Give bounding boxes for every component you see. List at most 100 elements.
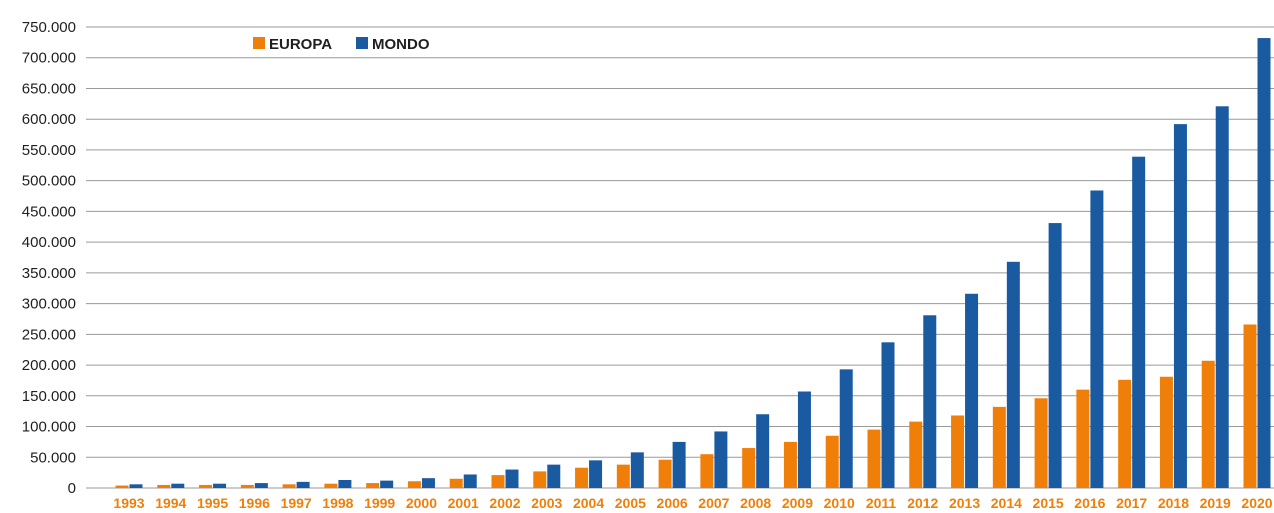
bar-europa-2009 bbox=[783, 441, 797, 488]
y-tick-label: 150.000 bbox=[22, 388, 76, 405]
bars bbox=[115, 38, 1271, 489]
bar-europa-1997 bbox=[282, 484, 296, 488]
y-tick-label: 250.000 bbox=[22, 326, 76, 343]
bar-mondo-2008 bbox=[756, 414, 770, 488]
bar-mondo-1995 bbox=[213, 483, 227, 488]
bar-mondo-2016 bbox=[1090, 190, 1104, 488]
bar-europa-1993 bbox=[115, 485, 129, 488]
y-tick-label: 50.000 bbox=[30, 449, 76, 466]
bar-mondo-2013 bbox=[965, 293, 979, 488]
y-tick-label: 100.000 bbox=[22, 419, 76, 436]
bar-europa-2005 bbox=[616, 464, 630, 488]
x-tick-label: 1996 bbox=[239, 495, 270, 511]
x-tick-label: 2010 bbox=[824, 495, 855, 511]
bar-europa-2012 bbox=[909, 421, 923, 488]
bar-europa-2014 bbox=[992, 406, 1006, 488]
y-tick-label: 600.000 bbox=[22, 111, 76, 128]
x-tick-label: 2004 bbox=[573, 495, 604, 511]
x-tick-label: 2000 bbox=[406, 495, 437, 511]
y-tick-label: 450.000 bbox=[22, 203, 76, 220]
x-tick-label: 1999 bbox=[364, 495, 395, 511]
x-axis-tick-labels: 1993 1994 1995 1996 1997 1998 1999 2000 2001 2002… bbox=[113, 495, 1272, 511]
bar-europa-2018 bbox=[1159, 376, 1173, 488]
bar-mondo-2010 bbox=[839, 369, 853, 488]
bar-europa-1996 bbox=[240, 484, 254, 488]
bar-mondo-2007 bbox=[714, 431, 728, 488]
x-tick-label: 2009 bbox=[782, 495, 813, 511]
bar-europa-1998 bbox=[324, 483, 338, 488]
bar-mondo-2002 bbox=[505, 469, 519, 488]
y-tick-label: 300.000 bbox=[22, 296, 76, 313]
x-tick-label: 2019 bbox=[1200, 495, 1231, 511]
x-tick-label: 2013 bbox=[949, 495, 980, 511]
bar-europa-2007 bbox=[700, 454, 714, 488]
bar-mondo-2018 bbox=[1173, 124, 1187, 488]
bar-mondo-2000 bbox=[421, 478, 435, 488]
bar-mondo-2006 bbox=[672, 441, 686, 488]
bar-europa-2002 bbox=[491, 475, 505, 488]
bar-europa-2016 bbox=[1076, 389, 1090, 488]
bar-mondo-2004 bbox=[589, 460, 603, 488]
x-tick-label: 1995 bbox=[197, 495, 228, 511]
bar-europa-2017 bbox=[1118, 379, 1132, 488]
bar-europa-2006 bbox=[658, 459, 672, 488]
x-tick-label: 2018 bbox=[1158, 495, 1189, 511]
y-tick-label: 500.000 bbox=[22, 173, 76, 190]
legend-label-europa: EUROPA bbox=[269, 36, 332, 53]
bar-europa-2020 bbox=[1243, 324, 1257, 488]
y-tick-label: 700.000 bbox=[22, 50, 76, 67]
legend-swatch-mondo bbox=[356, 37, 368, 49]
bar-mondo-2003 bbox=[547, 464, 561, 488]
bar-mondo-1998 bbox=[338, 480, 352, 488]
x-tick-label: 2016 bbox=[1074, 495, 1105, 511]
bar-europa-2003 bbox=[533, 471, 547, 488]
bar-mondo-1993 bbox=[129, 484, 143, 488]
bar-europa-2019 bbox=[1201, 360, 1215, 488]
x-tick-label: 2017 bbox=[1116, 495, 1147, 511]
legend-label-mondo: MONDO bbox=[372, 36, 430, 53]
bar-europa-2010 bbox=[825, 435, 839, 488]
bar-mondo-2015 bbox=[1048, 223, 1062, 488]
x-tick-label: 2003 bbox=[531, 495, 562, 511]
bar-europa-1994 bbox=[157, 484, 171, 488]
y-tick-label: 750.000 bbox=[22, 19, 76, 36]
x-tick-label: 2007 bbox=[698, 495, 729, 511]
bar-mondo-2012 bbox=[923, 315, 937, 488]
x-tick-label: 2012 bbox=[907, 495, 938, 511]
grid-lines bbox=[86, 26, 1274, 489]
bar-europa-2004 bbox=[575, 467, 589, 488]
y-axis-tick-labels: 0 50.000 100.000 150.000 200.000 250.000 300.0… bbox=[22, 19, 76, 497]
x-tick-label: 1993 bbox=[113, 495, 144, 511]
y-tick-label: 650.000 bbox=[22, 80, 76, 97]
y-tick-label: 400.000 bbox=[22, 234, 76, 251]
bar-mondo-2005 bbox=[630, 452, 644, 488]
y-tick-label: 350.000 bbox=[22, 265, 76, 282]
x-tick-label: 2008 bbox=[740, 495, 771, 511]
x-tick-label: 2020 bbox=[1241, 495, 1272, 511]
bar-europa-2008 bbox=[742, 448, 756, 488]
bar-europa-2013 bbox=[951, 415, 965, 488]
bar-europa-2011 bbox=[867, 429, 881, 488]
bar-mondo-2020 bbox=[1257, 38, 1271, 489]
bar-mondo-1999 bbox=[380, 480, 394, 488]
y-tick-label: 200.000 bbox=[22, 357, 76, 374]
x-tick-label: 2014 bbox=[991, 495, 1022, 511]
x-tick-label: 1994 bbox=[155, 495, 186, 511]
bar-mondo-2011 bbox=[881, 342, 895, 488]
bar-mondo-2019 bbox=[1215, 106, 1229, 489]
bar-europa-2015 bbox=[1034, 398, 1048, 488]
bar-mondo-2017 bbox=[1132, 156, 1146, 488]
bar-europa-2001 bbox=[449, 478, 463, 488]
bar-europa-2000 bbox=[407, 481, 421, 488]
x-tick-label: 2011 bbox=[866, 495, 897, 511]
x-tick-label: 1997 bbox=[281, 495, 312, 511]
bar-europa-1995 bbox=[199, 484, 213, 488]
bar-europa-1999 bbox=[366, 483, 380, 488]
legend-swatch-europa bbox=[253, 37, 265, 49]
bar-mondo-2009 bbox=[797, 391, 811, 488]
bar-mondo-1994 bbox=[171, 483, 185, 488]
legend: EUROPA MONDO bbox=[253, 36, 430, 53]
x-tick-label: 1998 bbox=[322, 495, 353, 511]
